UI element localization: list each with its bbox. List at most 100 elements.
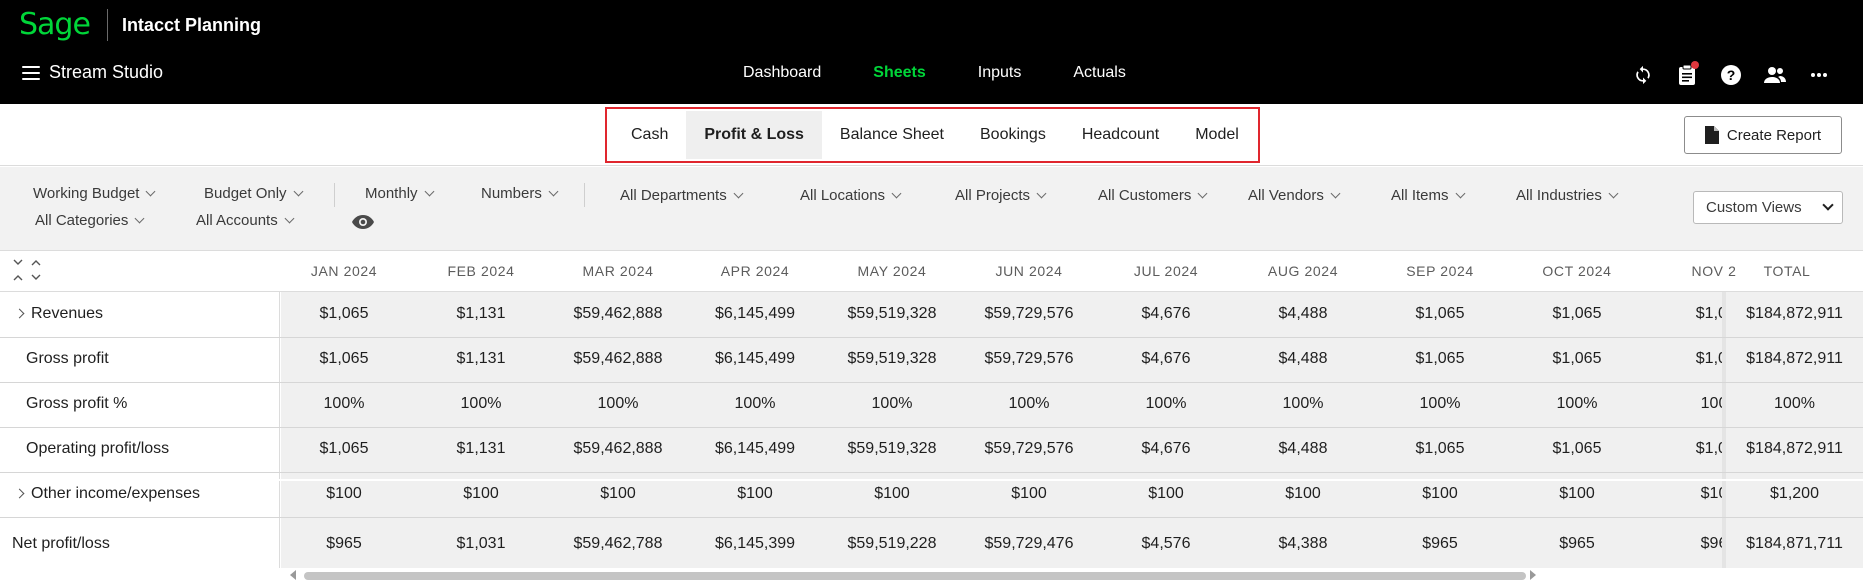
table-cell[interactable]: $100	[1559, 484, 1595, 502]
table-cell-total[interactable]: $184,872,911	[1746, 304, 1843, 322]
table-cell[interactable]: $6,145,499	[714, 304, 796, 322]
filter-all-industries[interactable]: All Industries	[1516, 187, 1619, 204]
table-cell[interactable]: $6,145,499	[714, 349, 796, 367]
table-cell[interactable]: $59,462,888	[573, 304, 663, 322]
table-cell-total[interactable]: $184,872,911	[1746, 439, 1843, 457]
table-cell[interactable]: $1,065	[1552, 439, 1602, 457]
nav-actuals[interactable]: Actuals	[1073, 64, 1126, 81]
table-cell[interactable]: $100	[737, 484, 773, 502]
table-cell[interactable]: $1,065	[1415, 349, 1465, 367]
table-cell-total[interactable]: $184,871,711	[1746, 535, 1843, 552]
table-cell[interactable]: $1,131	[456, 349, 506, 367]
filter-all-departments[interactable]: All Departments	[620, 187, 744, 204]
chevron-right-icon[interactable]	[14, 308, 25, 319]
table-cell[interactable]: $1,065	[1415, 439, 1465, 457]
table-cell-total[interactable]: 100%	[1774, 394, 1815, 412]
nav-dashboard[interactable]: Dashboard	[743, 64, 822, 81]
table-cell[interactable]: $59,729,576	[984, 304, 1074, 322]
table-cell[interactable]: 100%	[734, 394, 776, 412]
tab-cash[interactable]: Cash	[631, 126, 669, 143]
scrollbar-thumb[interactable]	[304, 572, 1526, 580]
users-icon[interactable]	[1753, 63, 1797, 87]
table-cell[interactable]: 100%	[1282, 394, 1324, 412]
sage-logo[interactable]: Sage	[19, 7, 91, 42]
table-cell[interactable]: $4,576	[1141, 535, 1191, 552]
table-cell[interactable]: $4,388	[1278, 535, 1328, 552]
help-icon[interactable]: ?	[1709, 63, 1753, 87]
tab-headcount[interactable]: Headcount	[1081, 126, 1160, 143]
table-cell[interactable]: $1,065	[319, 349, 369, 367]
create-report-button[interactable]: Create Report	[1684, 116, 1842, 154]
table-cell[interactable]: $100	[874, 484, 910, 502]
table-cell[interactable]: $59,729,576	[984, 349, 1074, 367]
table-cell[interactable]: $1,065	[319, 304, 369, 322]
table-cell[interactable]: $100	[1011, 484, 1047, 502]
table-cell[interactable]: 100%	[1556, 394, 1598, 412]
filter-budget-only[interactable]: Budget Only	[204, 185, 304, 202]
filter-all-accounts[interactable]: All Accounts	[196, 212, 295, 229]
table-cell[interactable]: $1,131	[456, 304, 506, 322]
filter-all-vendors[interactable]: All Vendors	[1248, 187, 1341, 204]
table-cell[interactable]: 100%	[460, 394, 502, 412]
table-cell[interactable]: $6,145,499	[714, 439, 796, 457]
tab-profit-loss[interactable]: Profit & Loss	[686, 111, 822, 159]
table-cell[interactable]: $1,065	[1415, 304, 1465, 322]
table-cell[interactable]: 100%	[1008, 394, 1050, 412]
table-cell[interactable]: $100	[326, 484, 362, 502]
table-cell[interactable]: 100%	[597, 394, 639, 412]
table-cell[interactable]: 100%	[1419, 394, 1461, 412]
filter-all-projects[interactable]: All Projects	[955, 187, 1047, 204]
table-cell[interactable]: $1,0(	[1695, 304, 1722, 322]
filter-all-customers[interactable]: All Customers	[1098, 187, 1208, 204]
table-cell[interactable]: $96	[1700, 535, 1722, 552]
table-cell[interactable]: 100%	[871, 394, 913, 412]
table-cell[interactable]: $10	[1700, 484, 1722, 502]
table-cell[interactable]: $59,462,788	[573, 535, 663, 552]
table-cell[interactable]: $1,0(	[1695, 439, 1722, 457]
table-cell[interactable]: $4,676	[1141, 439, 1191, 457]
table-cell[interactable]: $59,729,576	[984, 439, 1074, 457]
filter-monthly[interactable]: Monthly	[365, 185, 434, 202]
custom-views-select[interactable]: Custom Views	[1693, 191, 1843, 224]
table-cell[interactable]: $1,131	[456, 439, 506, 457]
table-cell[interactable]: $100	[1285, 484, 1321, 502]
sync-icon[interactable]	[1621, 63, 1665, 87]
table-cell[interactable]: $965	[1559, 535, 1595, 552]
table-cell[interactable]: $59,519,328	[847, 304, 937, 322]
menu-icon[interactable]	[22, 66, 40, 80]
eye-icon[interactable]	[352, 215, 374, 234]
table-cell[interactable]: $4,488	[1278, 304, 1328, 322]
filter-numbers[interactable]: Numbers	[481, 185, 559, 202]
more-icon[interactable]	[1797, 63, 1841, 87]
nav-inputs[interactable]: Inputs	[977, 64, 1022, 81]
table-cell[interactable]: $100	[1422, 484, 1458, 502]
filter-all-items[interactable]: All Items	[1391, 187, 1465, 204]
filter-all-locations[interactable]: All Locations	[800, 187, 902, 204]
table-cell[interactable]: 100	[1700, 394, 1722, 412]
table-cell[interactable]: $1,065	[319, 439, 369, 457]
clipboard-icon[interactable]	[1665, 61, 1709, 87]
table-cell[interactable]: $59,519,228	[847, 535, 937, 552]
table-cell[interactable]: $1,0(	[1695, 349, 1722, 367]
table-cell[interactable]: 100%	[1145, 394, 1187, 412]
table-cell[interactable]: $965	[1422, 535, 1458, 552]
table-cell[interactable]: 100%	[323, 394, 365, 412]
table-cell[interactable]: $59,462,888	[573, 349, 663, 367]
table-cell[interactable]: $59,729,476	[984, 535, 1074, 552]
table-cell[interactable]: $4,676	[1141, 304, 1191, 322]
table-cell[interactable]: $1,065	[1552, 304, 1602, 322]
scroll-right-icon[interactable]	[1530, 570, 1536, 580]
table-cell[interactable]: $965	[326, 535, 362, 552]
table-cell[interactable]: $100	[1148, 484, 1184, 502]
filter-working-budget[interactable]: Working Budget	[33, 185, 156, 202]
tab-bookings[interactable]: Bookings	[980, 126, 1046, 143]
table-cell[interactable]: $1,065	[1552, 349, 1602, 367]
table-cell-total[interactable]: $184,872,911	[1746, 349, 1843, 367]
table-cell[interactable]: $59,519,328	[847, 439, 937, 457]
table-cell[interactable]: $4,488	[1278, 439, 1328, 457]
table-cell[interactable]: $59,462,888	[573, 439, 663, 457]
chevron-right-icon[interactable]	[14, 488, 25, 499]
nav-sheets[interactable]: Sheets	[873, 64, 926, 81]
table-cell[interactable]: $100	[600, 484, 636, 502]
table-cell[interactable]: $4,676	[1141, 349, 1191, 367]
